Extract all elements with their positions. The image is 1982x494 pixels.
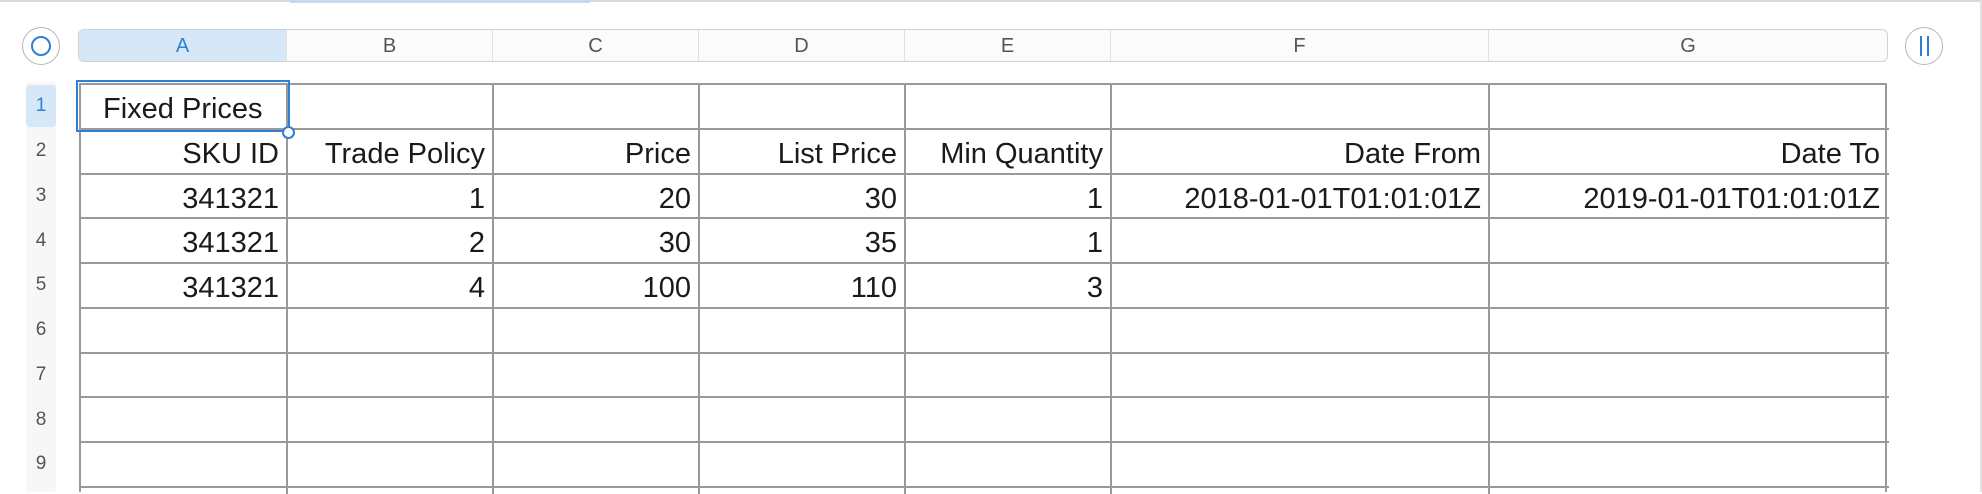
- row-header-6[interactable]: 6: [35, 319, 47, 340]
- table-cell[interactable]: [1490, 219, 1887, 263]
- table-cell[interactable]: 2018-01-01T01:01:01Z: [1184, 183, 1481, 215]
- row-header-7[interactable]: 7: [35, 364, 47, 385]
- column-divider: [698, 85, 700, 494]
- row-divider: [81, 128, 1889, 130]
- header-cell-date-to[interactable]: Date To: [1780, 138, 1880, 170]
- table-cell[interactable]: 30: [864, 183, 897, 215]
- row-header-5[interactable]: 5: [35, 274, 47, 295]
- table-cell[interactable]: 341321: [182, 183, 279, 215]
- column-divider: [1110, 85, 1112, 494]
- column-header-e[interactable]: E: [905, 30, 1111, 61]
- row-header-1[interactable]: 1: [26, 85, 56, 127]
- table-cell[interactable]: 110: [850, 272, 897, 304]
- top-border: [0, 0, 1982, 2]
- right-border: [1980, 0, 1982, 492]
- table-cell[interactable]: 30: [658, 227, 691, 259]
- table-cell[interactable]: [1112, 264, 1488, 308]
- row-header-2[interactable]: 2: [35, 140, 47, 161]
- row-divider: [81, 396, 1889, 398]
- select-all-button[interactable]: [22, 27, 60, 65]
- table-cell[interactable]: 1: [1086, 227, 1103, 259]
- table-cell[interactable]: 1: [1086, 183, 1103, 215]
- row-divider: [81, 217, 1889, 219]
- column-header-bar: A B C D E F G: [78, 29, 1888, 62]
- selection-resize-handle[interactable]: [282, 126, 295, 139]
- table-cell[interactable]: 3: [1086, 272, 1103, 304]
- row-divider: [81, 307, 1889, 309]
- column-divider: [1488, 85, 1490, 494]
- column-divider: [492, 85, 494, 494]
- row-divider: [81, 262, 1889, 264]
- table-cell[interactable]: 100: [642, 272, 691, 304]
- freeze-columns-button[interactable]: [1905, 27, 1943, 65]
- column-header-f[interactable]: F: [1111, 30, 1489, 61]
- row-divider: [81, 352, 1889, 354]
- row-header-3[interactable]: 3: [35, 185, 47, 206]
- row-header-rail: [26, 82, 56, 492]
- pause-columns-icon: [1919, 36, 1929, 56]
- header-cell-date-from[interactable]: Date From: [1344, 138, 1481, 170]
- row-divider: [81, 173, 1889, 175]
- column-divider: [286, 85, 288, 494]
- header-cell-sku-id[interactable]: SKU ID: [182, 138, 279, 170]
- column-header-d[interactable]: D: [699, 30, 905, 61]
- table-cell[interactable]: [1112, 219, 1488, 263]
- spreadsheet-grid: Fixed Prices SKU ID Trade Policy Price L…: [79, 83, 1889, 494]
- table-cell[interactable]: 4: [468, 272, 485, 304]
- column-header-b[interactable]: B: [287, 30, 493, 61]
- header-cell-min-quantity[interactable]: Min Quantity: [940, 138, 1103, 170]
- column-header-a[interactable]: A: [79, 30, 287, 61]
- header-cell-list-price[interactable]: List Price: [777, 138, 897, 170]
- column-divider: [904, 85, 906, 494]
- row-divider: [81, 441, 1889, 443]
- circle-select-icon: [31, 36, 51, 56]
- table-cell[interactable]: 35: [864, 227, 897, 259]
- active-tab-indicator: [290, 0, 590, 3]
- row-header-8[interactable]: 8: [35, 409, 47, 430]
- table-cell[interactable]: 2019-01-01T01:01:01Z: [1583, 183, 1880, 215]
- table-cell[interactable]: 20: [658, 183, 691, 215]
- table-cell[interactable]: 341321: [182, 227, 279, 259]
- row-divider: [81, 486, 1889, 488]
- column-header-g[interactable]: G: [1680, 35, 1696, 57]
- header-cell-price[interactable]: Price: [624, 138, 691, 170]
- column-header-c[interactable]: C: [493, 30, 699, 61]
- table-cell[interactable]: 341321: [182, 272, 279, 304]
- table-cell[interactable]: 1: [468, 183, 485, 215]
- cell-a1-title[interactable]: Fixed Prices: [103, 93, 263, 125]
- row-header-9[interactable]: 9: [35, 453, 47, 474]
- row-header-4[interactable]: 4: [35, 230, 47, 251]
- table-cell[interactable]: 2: [468, 227, 485, 259]
- table-cell[interactable]: [1490, 264, 1887, 308]
- header-cell-trade-policy[interactable]: Trade Policy: [324, 138, 485, 170]
